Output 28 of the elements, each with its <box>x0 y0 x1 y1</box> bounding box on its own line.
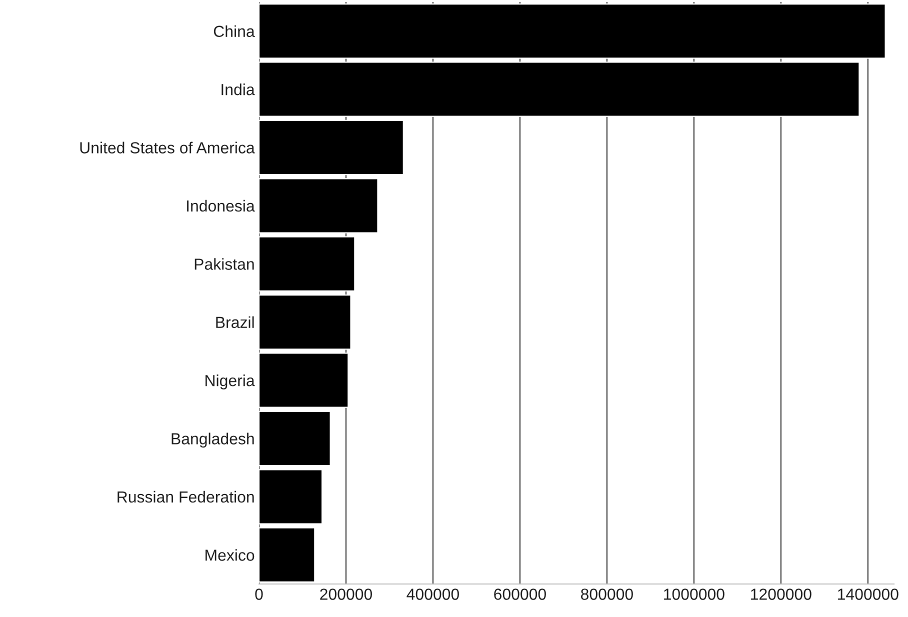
bar <box>259 352 349 408</box>
bar <box>259 120 404 176</box>
y-tick-label: Brazil <box>216 316 254 328</box>
bar <box>259 469 323 524</box>
y-tick-label: Pakistan <box>194 258 254 270</box>
x-tick-label: 400000 <box>406 588 459 600</box>
bar <box>259 294 352 350</box>
y-tick-label: Mexico <box>206 549 254 561</box>
y-tick-label: Bangladesh <box>172 432 254 448</box>
x-tick-label: 200000 <box>320 588 372 600</box>
x-tick-label: 800000 <box>580 588 633 600</box>
bar <box>259 3 886 59</box>
y-tick-label: United States of America <box>80 142 255 154</box>
x-tick-label: 1200000 <box>751 588 812 600</box>
x-tick-label: 600000 <box>494 588 546 600</box>
bar <box>259 527 316 583</box>
y-tick-label: Nigeria <box>206 374 255 390</box>
bar <box>259 236 356 292</box>
bar <box>259 178 378 234</box>
bar <box>259 410 331 466</box>
x-tick-label: 1000000 <box>664 588 724 600</box>
x-tick-label: 0 <box>255 588 263 600</box>
y-tick-label: Indonesia <box>187 200 255 212</box>
y-tick-label: Russian Federation <box>118 490 254 503</box>
y-tick-label: China <box>214 25 255 38</box>
x-tick-label: 1400000 <box>838 588 898 600</box>
y-tick-label: India <box>222 84 255 96</box>
bar <box>259 62 860 117</box>
